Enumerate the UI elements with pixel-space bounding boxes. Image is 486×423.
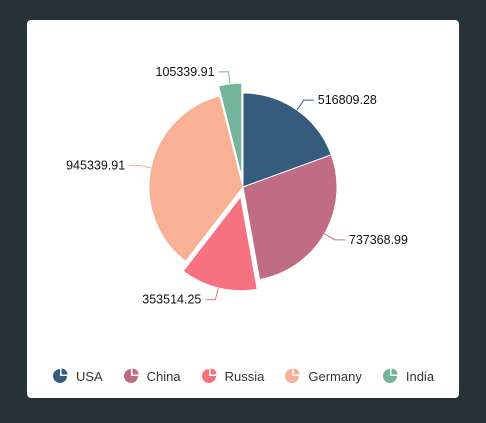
chart-card: 516809.28 737368.99 353514.25 945339.91 1053… bbox=[27, 20, 459, 398]
pie-slice-china[interactable] bbox=[242, 154, 338, 281]
pie-slice-usa[interactable] bbox=[242, 92, 332, 188]
pie-icon bbox=[123, 368, 139, 383]
pie-slice-india[interactable] bbox=[217, 82, 243, 178]
data-label-usa: 516809.28 bbox=[318, 93, 377, 107]
legend-item-usa[interactable]: USA bbox=[52, 368, 103, 384]
legend-item-russia[interactable]: Russia bbox=[201, 368, 265, 384]
data-label-germany: 945339.91 bbox=[66, 158, 125, 172]
pie-icon bbox=[201, 368, 217, 383]
connector-line-germany bbox=[129, 164, 152, 169]
legend-item-india[interactable]: India bbox=[382, 368, 434, 384]
connector-line-usa bbox=[296, 99, 314, 111]
connector-line-india bbox=[218, 71, 231, 84]
pie-icon bbox=[382, 368, 398, 383]
chart-legend: USA China Russia Germany India bbox=[27, 368, 459, 384]
pie-icon bbox=[52, 368, 68, 383]
pie-chart: 516809.28 737368.99 353514.25 945339.91 1053… bbox=[66, 65, 408, 307]
pie-slice-germany[interactable] bbox=[148, 95, 244, 263]
legend-label: Russia bbox=[224, 368, 265, 384]
legend-label: USA bbox=[75, 368, 103, 384]
connector-line-china bbox=[324, 233, 345, 241]
legend-label: India bbox=[405, 368, 435, 384]
legend-label: Germany bbox=[308, 368, 362, 384]
connector-line-russia bbox=[205, 287, 219, 301]
legend-item-china[interactable]: China bbox=[123, 368, 181, 384]
legend-item-germany[interactable]: Germany bbox=[284, 368, 362, 384]
pie-icon bbox=[285, 368, 300, 383]
data-label-china: 737368.99 bbox=[349, 233, 408, 247]
data-label-russia: 353514.25 bbox=[142, 293, 201, 307]
data-label-india: 105339.91 bbox=[156, 65, 215, 79]
legend-label: China bbox=[146, 368, 181, 384]
